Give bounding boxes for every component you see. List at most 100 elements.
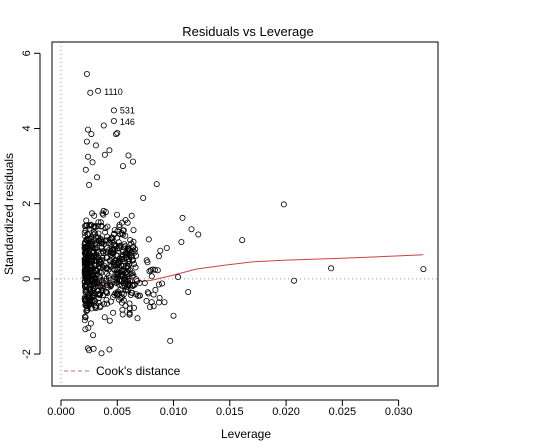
data-point — [155, 253, 162, 260]
data-point — [239, 237, 246, 244]
data-point — [83, 288, 90, 295]
data-point — [94, 291, 101, 298]
data-point — [124, 258, 131, 265]
data-point — [114, 211, 121, 218]
data-point — [89, 159, 96, 166]
data-point — [104, 281, 111, 288]
x-tick-label: 0.020 — [272, 406, 300, 418]
data-point — [88, 241, 95, 248]
data-point — [92, 267, 99, 274]
data-point — [94, 222, 101, 229]
data-point — [87, 320, 94, 327]
data-point — [111, 227, 118, 234]
data-point — [157, 247, 164, 254]
data-point — [100, 249, 107, 256]
data-point — [118, 262, 125, 269]
data-point — [130, 261, 137, 268]
data-point — [104, 245, 111, 252]
data-point — [163, 244, 170, 251]
data-point — [328, 265, 335, 272]
x-tick-label: 0.010 — [160, 406, 188, 418]
data-point — [195, 231, 202, 238]
data-point — [95, 87, 102, 94]
annotation-label: 1110 — [104, 87, 123, 97]
data-point — [120, 227, 127, 234]
data-point — [89, 277, 96, 284]
data-point — [96, 277, 103, 284]
data-point — [101, 314, 108, 321]
data-point — [82, 313, 89, 320]
data-point — [121, 244, 128, 251]
data-point — [129, 273, 136, 280]
data-point — [97, 219, 104, 226]
data-point — [156, 294, 163, 301]
data-point — [147, 267, 154, 274]
data-point — [90, 286, 97, 293]
data-point — [88, 222, 95, 229]
data-point — [130, 304, 137, 311]
data-point — [96, 283, 103, 290]
data-point — [126, 311, 133, 318]
data-point — [82, 314, 89, 321]
data-point — [126, 300, 133, 307]
data-point — [161, 299, 168, 306]
data-point — [185, 288, 192, 295]
data-point — [96, 258, 103, 265]
data-point — [110, 265, 117, 272]
data-point — [145, 290, 152, 297]
x-axis-label: Leverage — [221, 427, 271, 441]
data-point — [84, 231, 91, 238]
chart-title: Residuals vs Leverage — [182, 24, 314, 39]
data-point — [88, 242, 95, 249]
data-point — [132, 246, 139, 253]
data-point — [119, 299, 126, 306]
data-point — [92, 305, 99, 312]
data-point — [131, 281, 138, 288]
data-point — [82, 223, 89, 230]
data-point — [122, 280, 129, 287]
data-point — [98, 257, 105, 264]
data-point — [100, 211, 107, 218]
data-point — [100, 207, 107, 214]
data-point — [88, 234, 95, 241]
legend: Cook's distance — [64, 364, 181, 378]
data-point — [85, 243, 92, 250]
x-tick-label: 0.030 — [385, 406, 413, 418]
data-point — [280, 201, 287, 208]
data-point — [95, 291, 102, 298]
data-point — [100, 122, 107, 129]
data-point — [102, 265, 109, 272]
data-point — [92, 230, 99, 237]
data-point — [127, 237, 134, 244]
y-tick-label: 4 — [21, 125, 33, 131]
data-point — [174, 273, 181, 280]
data-point — [92, 241, 99, 248]
data-point — [116, 223, 123, 230]
data-point — [118, 277, 125, 284]
data-point — [87, 221, 94, 228]
data-point — [129, 158, 136, 165]
annotation-label: 531 — [120, 106, 135, 116]
data-point — [90, 332, 97, 339]
data-point — [126, 309, 133, 316]
data-point — [112, 276, 119, 283]
data-point — [95, 299, 102, 306]
data-point — [132, 264, 139, 271]
data-point — [119, 163, 126, 170]
data-point — [144, 289, 151, 296]
data-point — [83, 71, 90, 78]
data-point — [85, 153, 92, 160]
data-point — [159, 280, 166, 287]
data-point — [81, 295, 88, 302]
data-point — [132, 252, 139, 259]
data-point — [128, 212, 135, 219]
data-point — [86, 222, 93, 229]
data-point — [88, 131, 95, 138]
data-point — [179, 214, 186, 221]
data-point — [105, 266, 112, 273]
data-point — [105, 284, 112, 291]
data-point — [83, 251, 90, 258]
data-point — [125, 247, 132, 254]
